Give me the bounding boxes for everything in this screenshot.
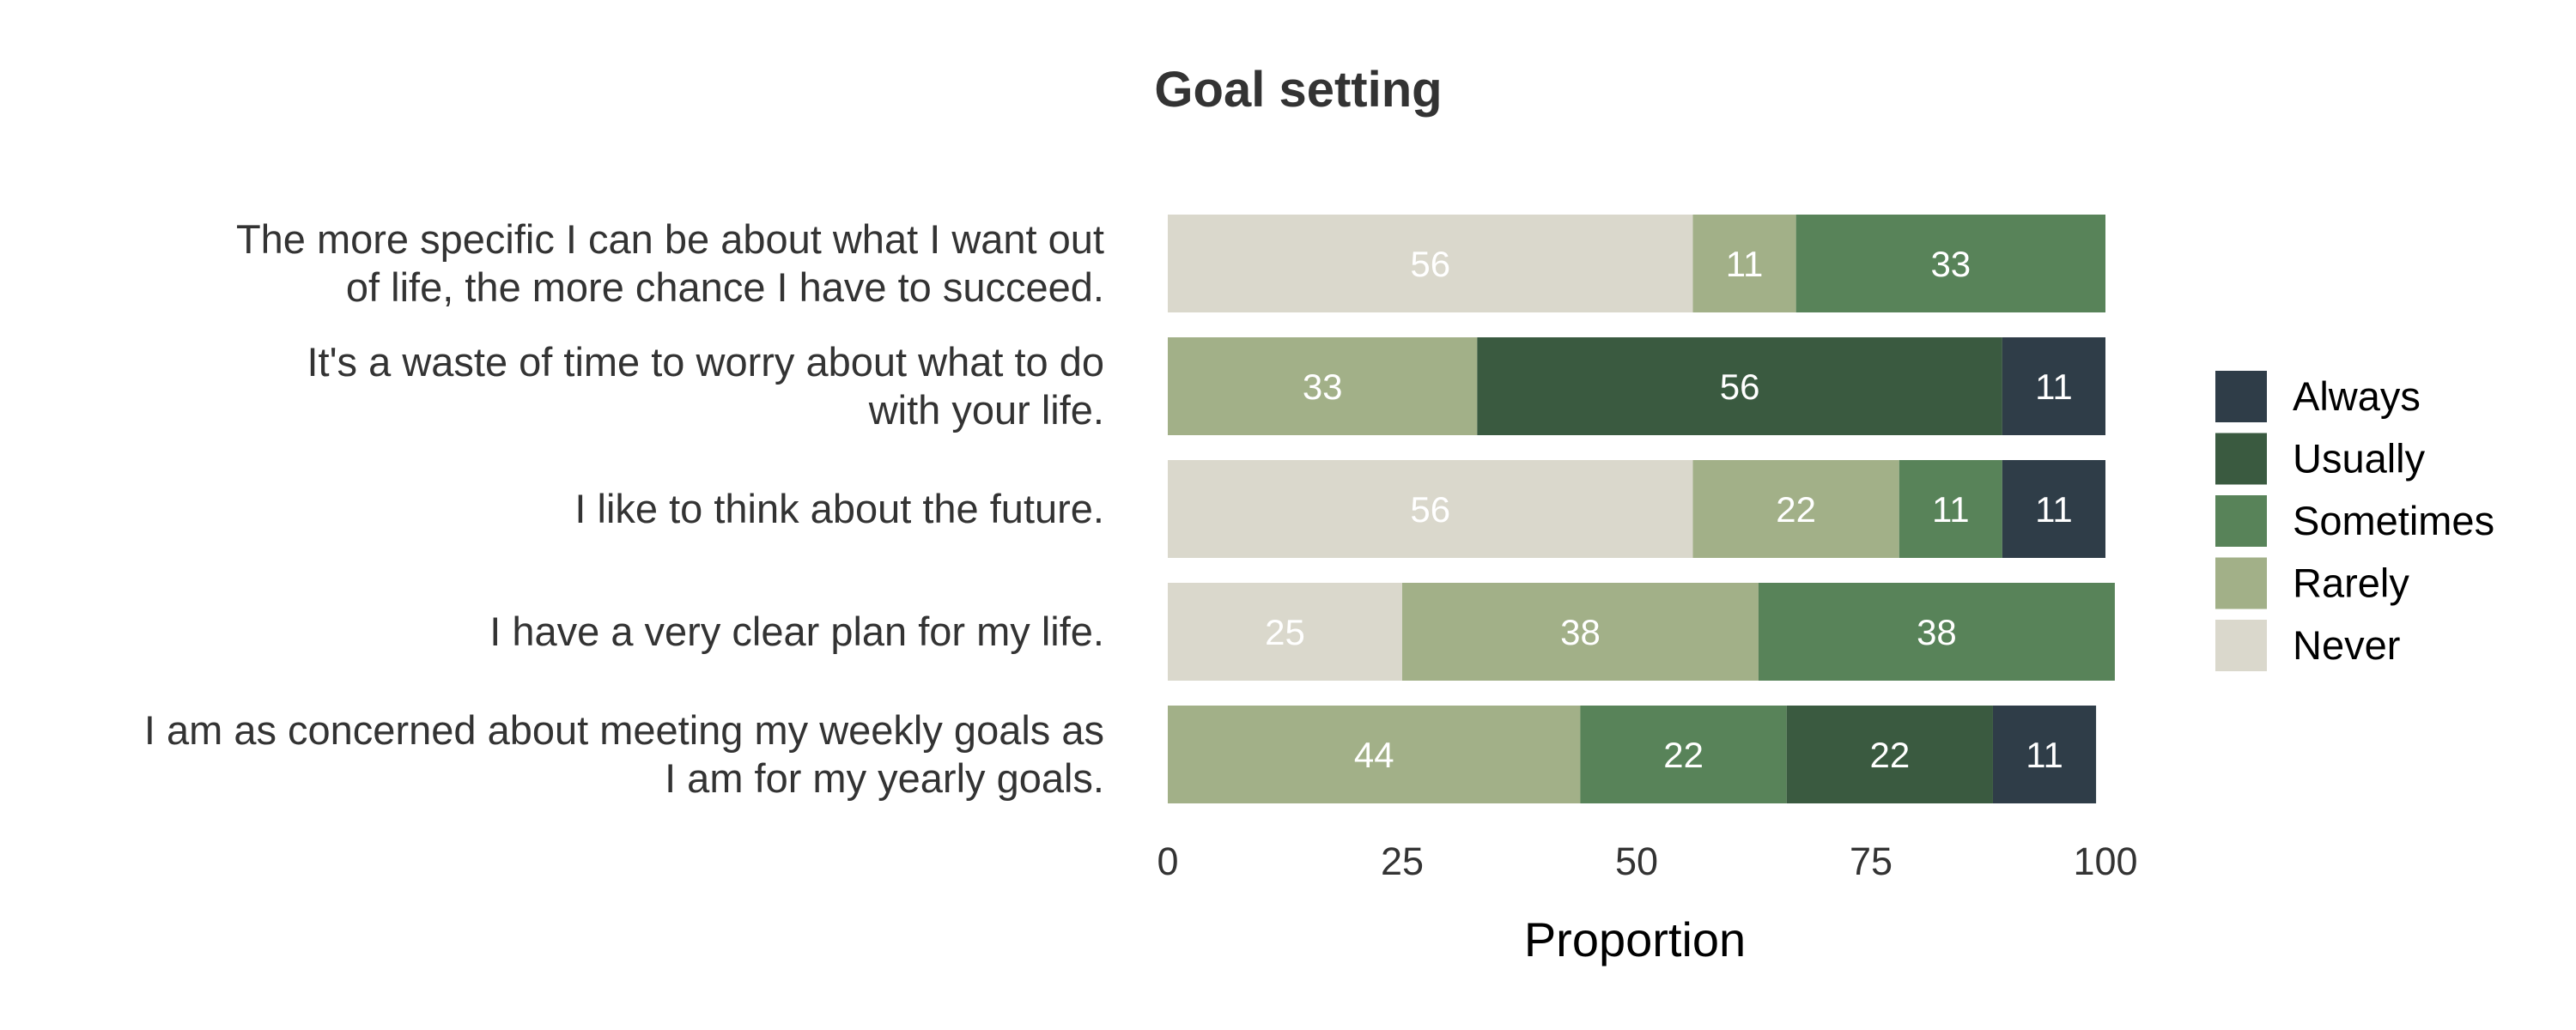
category-label-row-3: I like to think about the future.: [574, 486, 1104, 531]
bar-segment-sometimes-row-5: [1580, 706, 1787, 803]
legend-label-usually: Usually: [2293, 436, 2426, 482]
chart-title: Goal setting: [1154, 62, 1442, 118]
legend-label-sometimes: Sometimes: [2293, 498, 2494, 543]
x-tick-label: 25: [1381, 839, 1424, 883]
data-label: 33: [1930, 244, 1971, 284]
data-label: 38: [1917, 612, 1957, 652]
bars-group: 56 11 33 33 56 11 56 22 11 11 25 38 38 44 22 22 11: [1168, 215, 2115, 803]
legend-label-rarely: Rarely: [2293, 560, 2409, 606]
data-label: 11: [2026, 735, 2063, 775]
data-label: 38: [1560, 612, 1601, 652]
data-label: 56: [1410, 489, 1450, 530]
legend-swatch-never: [2215, 620, 2267, 671]
legend-swatch-always: [2215, 371, 2267, 422]
data-label: 11: [1726, 244, 1764, 284]
data-label: 33: [1303, 367, 1343, 407]
legend-swatch-usually: [2215, 433, 2267, 485]
x-axis-ticks: 0 25 50 75 100: [1157, 839, 2137, 883]
category-label-row-5: I am for my yearly goals.: [665, 755, 1104, 801]
bar-segment-rarely-row-1: [1692, 215, 1796, 312]
bar-segment-never-row-3: [1168, 460, 1693, 558]
legend-label-never: Never: [2293, 622, 2400, 668]
x-tick-label: 75: [1850, 839, 1893, 883]
bar-segment-always-row-3: [2002, 460, 2105, 558]
bar-segment-rarely-row-5: [1168, 706, 1581, 803]
category-label-row-1: of life, the more chance I have to succe…: [346, 264, 1104, 310]
data-label: 11: [2035, 367, 2073, 407]
data-label: 22: [1869, 735, 1910, 775]
bar-segment-sometimes-row-3: [1899, 460, 2002, 558]
data-label: 22: [1663, 735, 1704, 775]
legend: Always Usually Sometimes Rarely Never: [2215, 371, 2494, 671]
legend-swatch-rarely: [2215, 557, 2267, 609]
bar-segment-always-row-5: [1992, 706, 2097, 803]
legend-label-always: Always: [2293, 373, 2421, 419]
category-label-row-2: with your life.: [868, 387, 1104, 433]
data-label: 11: [1932, 489, 1970, 530]
data-label: 11: [2035, 489, 2073, 530]
bar-segment-sometimes-row-4: [1758, 583, 2115, 681]
data-label: 56: [1410, 244, 1450, 284]
bar-segment-usually-row-2: [1477, 337, 2002, 435]
bar-segment-always-row-2: [2002, 337, 2105, 435]
category-label-row-2: It's a waste of time to worry about what…: [307, 339, 1104, 385]
bar-segment-never-row-4: [1168, 583, 1402, 681]
x-tick-label: 0: [1157, 839, 1178, 883]
data-label: 25: [1265, 612, 1305, 652]
bar-segment-rarely-row-3: [1692, 460, 1899, 558]
data-label: 44: [1354, 735, 1394, 775]
data-label: 56: [1720, 367, 1760, 407]
bar-segment-rarely-row-2: [1168, 337, 1478, 435]
x-axis-title: Proportion: [1524, 912, 1746, 966]
bar-segment-usually-row-5: [1786, 706, 1993, 803]
category-label-row-5: I am as concerned about meeting my weekl…: [144, 707, 1104, 753]
bar-segment-sometimes-row-1: [1795, 215, 2105, 312]
category-label-row-1: The more specific I can be about what I …: [236, 216, 1104, 262]
category-labels: The more specific I can be about what I …: [144, 216, 1104, 801]
x-tick-label: 100: [2073, 839, 2137, 883]
bar-segment-rarely-row-4: [1402, 583, 1759, 681]
legend-swatch-sometimes: [2215, 495, 2267, 547]
x-tick-label: 50: [1615, 839, 1658, 883]
category-label-row-4: I have a very clear plan for my life.: [489, 609, 1104, 654]
data-label: 22: [1776, 489, 1816, 530]
bar-segment-never-row-1: [1168, 215, 1693, 312]
